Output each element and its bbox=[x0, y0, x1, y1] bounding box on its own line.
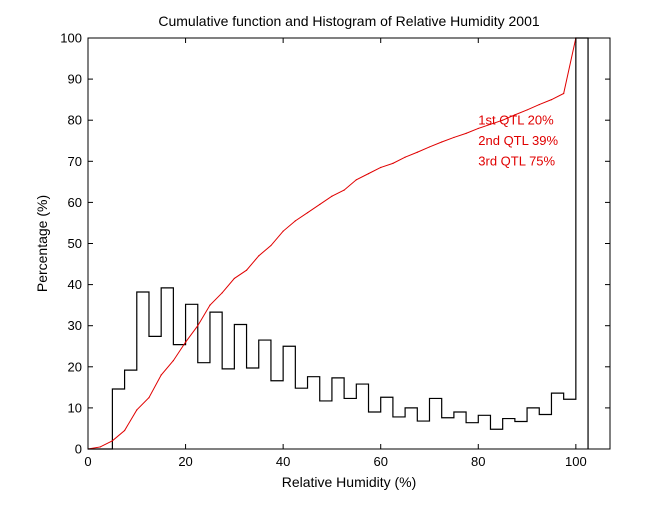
cumulative-point bbox=[209, 304, 211, 306]
cumulative-point bbox=[343, 189, 345, 191]
cumulative-point bbox=[270, 244, 272, 247]
cumulative-layer bbox=[87, 37, 577, 450]
y-tick-label: 10 bbox=[68, 400, 82, 415]
quantile-annotation: 1st QTL 20% bbox=[478, 112, 554, 127]
y-tick-label: 0 bbox=[75, 442, 82, 457]
cumulative-point bbox=[233, 277, 235, 280]
cumulative-point bbox=[331, 195, 333, 197]
annotations-layer: 1st QTL 20% 2nd QTL 39% 3rd QTL 75% bbox=[478, 112, 558, 168]
y-tick-label: 30 bbox=[68, 318, 82, 333]
cumulative-point bbox=[197, 325, 199, 327]
cumulative-point bbox=[172, 360, 174, 362]
ticks-layer: 0 20 40 60 80 100 0 10 20 30 40 50 60 70 80 90 100 bbox=[60, 31, 610, 469]
cumulative-point bbox=[245, 269, 248, 271]
cumulative-point bbox=[453, 136, 455, 139]
histogram-stairs bbox=[88, 37, 589, 450]
y-tick-label: 90 bbox=[68, 72, 82, 87]
cumulative-point bbox=[416, 151, 418, 153]
cumulative-point bbox=[563, 92, 565, 95]
x-tick-label: 0 bbox=[84, 454, 91, 469]
cumulative-point bbox=[136, 409, 138, 411]
cumulative-point bbox=[258, 255, 260, 257]
cumulative-point bbox=[99, 446, 101, 448]
cumulative-point bbox=[148, 397, 150, 399]
cumulative-point bbox=[550, 99, 553, 101]
cumulative-point bbox=[160, 374, 162, 376]
y-tick-label: 100 bbox=[60, 31, 82, 46]
cumulative-point bbox=[526, 109, 528, 111]
y-tick-label: 80 bbox=[68, 113, 82, 128]
cumulative-point bbox=[111, 440, 113, 442]
cumulative-point bbox=[441, 141, 443, 143]
x-axis-label: Relative Humidity (%) bbox=[282, 474, 417, 490]
cumulative-point bbox=[123, 429, 126, 432]
cumulative-point bbox=[477, 127, 479, 130]
cumulative-point bbox=[184, 341, 187, 343]
cumulative-point bbox=[404, 156, 406, 158]
y-tick-label: 40 bbox=[68, 277, 82, 292]
x-tick-label: 40 bbox=[276, 454, 290, 469]
cumulative-point bbox=[221, 292, 223, 294]
y-axis-label: Percentage (%) bbox=[34, 195, 50, 292]
chart-title: Cumulative function and Histogram of Rel… bbox=[158, 13, 540, 29]
cumulative-point bbox=[392, 162, 394, 164]
x-tick-label: 100 bbox=[565, 454, 587, 469]
cumulative-point bbox=[282, 230, 284, 232]
axes-background bbox=[88, 38, 610, 449]
cumulative-point bbox=[355, 179, 357, 181]
y-tick-label: 70 bbox=[68, 154, 82, 169]
cumulative-point bbox=[428, 146, 431, 148]
cumulative-point bbox=[465, 132, 467, 134]
cumulative-point bbox=[380, 166, 382, 169]
cumulative-point bbox=[502, 119, 504, 121]
cumulative-point bbox=[367, 173, 370, 175]
quantile-annotation: 2nd QTL 39% bbox=[478, 133, 558, 148]
cumulative-point bbox=[514, 114, 516, 116]
y-tick-label: 20 bbox=[68, 359, 82, 374]
x-tick-label: 60 bbox=[373, 454, 387, 469]
quantile-annotation: 3rd QTL 75% bbox=[478, 153, 555, 168]
y-tick-label: 50 bbox=[68, 236, 82, 251]
histogram-layer bbox=[88, 37, 589, 450]
cumulative-point bbox=[489, 123, 492, 125]
cumulative-point bbox=[294, 220, 296, 222]
cumulative-point bbox=[306, 212, 309, 214]
cumulative-point bbox=[538, 103, 540, 106]
x-tick-label: 20 bbox=[178, 454, 192, 469]
x-tick-label: 80 bbox=[471, 454, 485, 469]
y-tick-label: 60 bbox=[68, 195, 82, 210]
cumulative-point bbox=[319, 203, 321, 206]
